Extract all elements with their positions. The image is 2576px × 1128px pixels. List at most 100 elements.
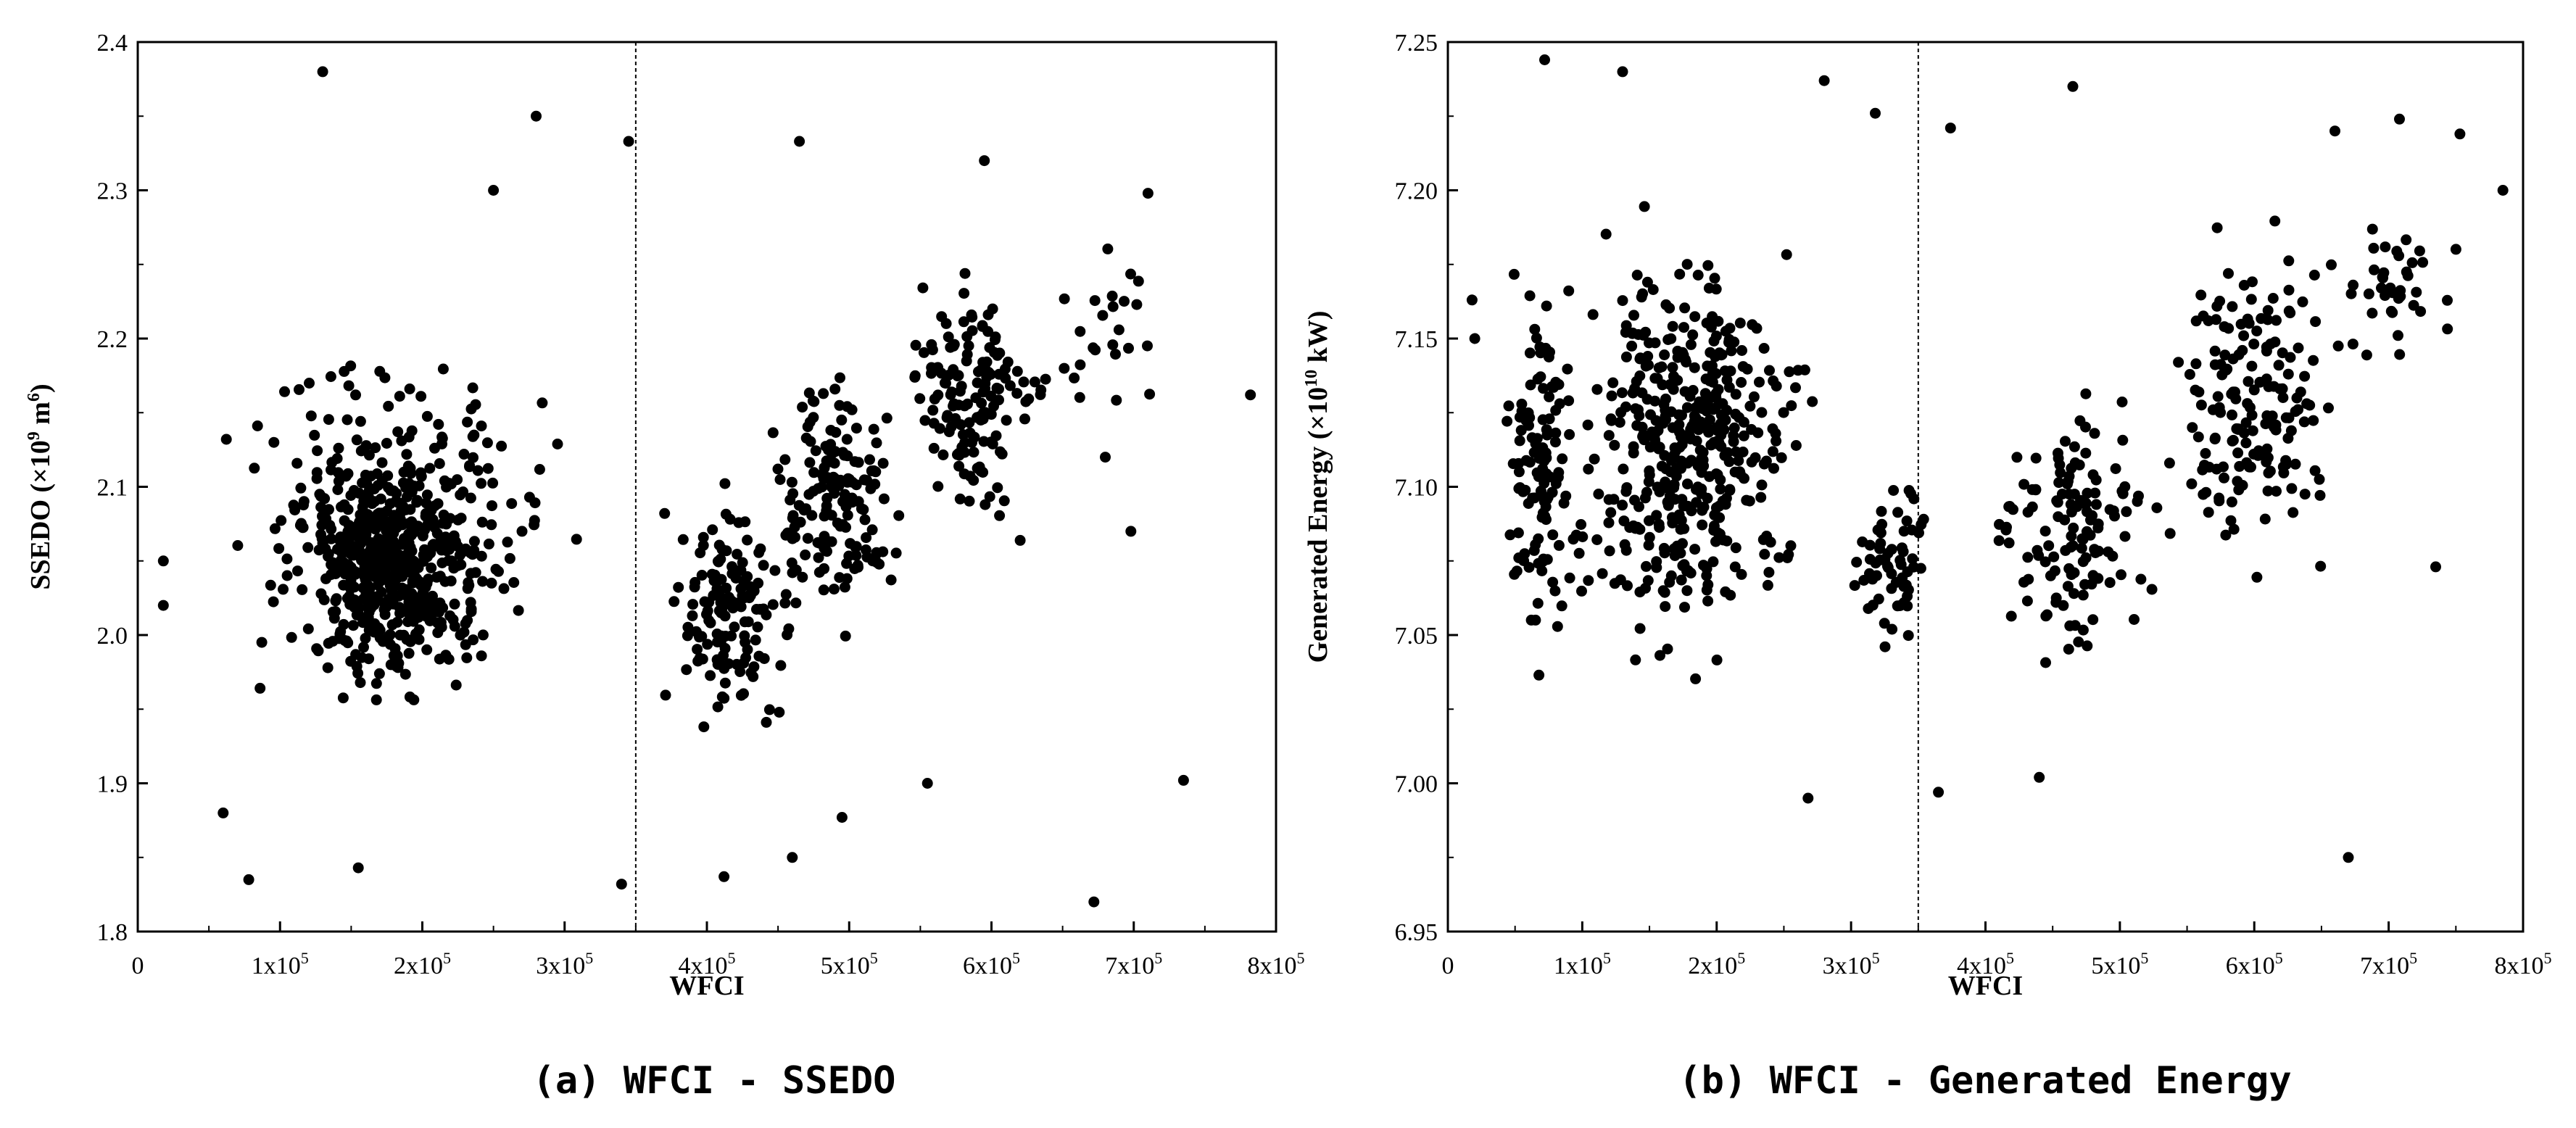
data-point [343,380,355,391]
data-point [315,588,327,600]
data-point [715,597,726,608]
data-point [1915,563,1926,574]
data-point [394,391,405,402]
data-point [2116,569,2126,581]
y-tick-label: 2.4 [97,30,128,57]
data-point [1531,332,1542,344]
data-point [1730,389,1742,400]
data-point [989,347,1000,358]
plot-frame-b [1446,41,2525,933]
data-point [750,634,761,646]
data-point [1537,414,1549,426]
data-point [429,442,440,454]
data-point [1642,575,1654,586]
data-point [734,666,746,677]
data-point [2053,511,2064,523]
data-point [917,282,929,294]
data-point [443,654,455,665]
data-point [978,436,990,447]
data-point [2197,464,2208,476]
data-point [2081,506,2092,518]
data-point [2395,291,2406,302]
data-point [342,504,354,515]
data-point [357,617,369,629]
data-point [2076,533,2088,544]
data-point [2184,369,2195,380]
data-point [349,594,360,606]
data-point [1607,377,1619,389]
data-point [2285,352,2296,363]
data-point [2323,402,2334,414]
data-point [819,563,830,574]
data-point [1513,552,1525,563]
data-point [1106,290,1118,302]
data-point [914,393,926,405]
data-point [2262,304,2274,316]
data-point [315,491,327,502]
data-point [2442,294,2453,306]
data-point [2021,595,2033,607]
data-point [1548,381,1560,393]
data-point [943,331,954,343]
data-point [483,538,494,550]
data-point [858,504,869,515]
data-point [415,470,427,482]
data-point [2068,522,2079,534]
data-point [2164,528,2176,539]
data-point [1614,417,1625,428]
data-point [1650,415,1662,426]
data-point [1516,398,1528,410]
data-point [1642,351,1654,362]
data-point [1876,505,1887,517]
data-point [350,389,361,401]
data-point [864,454,875,465]
data-point [472,465,484,476]
data-point [1818,75,1830,86]
data-point [810,445,821,457]
data-point [2034,771,2045,783]
data-point [1552,471,1564,483]
data-point [363,653,375,665]
data-point [2361,349,2372,361]
data-point [2266,410,2278,422]
data-point [488,185,500,196]
data-point [1554,398,1565,410]
data-point [1531,433,1543,444]
data-point [360,633,371,644]
data-point [352,531,363,542]
data-point [2497,185,2509,196]
x-tick-label: 6x105 [963,949,1020,979]
data-point [2107,550,2119,562]
data-point [1790,382,1801,394]
data-point [868,423,879,435]
data-point [462,416,473,428]
data-point [2048,551,2060,563]
data-point [2135,573,2147,585]
data-point [462,615,473,626]
data-point [982,325,994,337]
data-point [1673,419,1685,431]
data-point [392,558,404,570]
data-point [1685,568,1697,578]
data-point [1600,228,1612,240]
data-point [2269,336,2281,348]
x-tick-label: 4x105 [679,949,736,979]
data-point [934,423,945,434]
data-point [482,463,494,474]
data-point [2234,460,2245,472]
data-point [1605,507,1617,518]
data-point [465,603,477,615]
y-tick-label: 7.05 [1395,623,1438,650]
data-point [2146,584,2158,595]
data-point [337,692,349,704]
data-point [268,436,280,448]
data-point [1723,333,1735,345]
data-point [1691,484,1702,495]
data-point [1870,557,1881,569]
data-point [333,442,344,454]
data-point [392,616,403,628]
data-point [1675,523,1686,535]
data-point [1673,409,1685,420]
data-point [1636,421,1648,433]
